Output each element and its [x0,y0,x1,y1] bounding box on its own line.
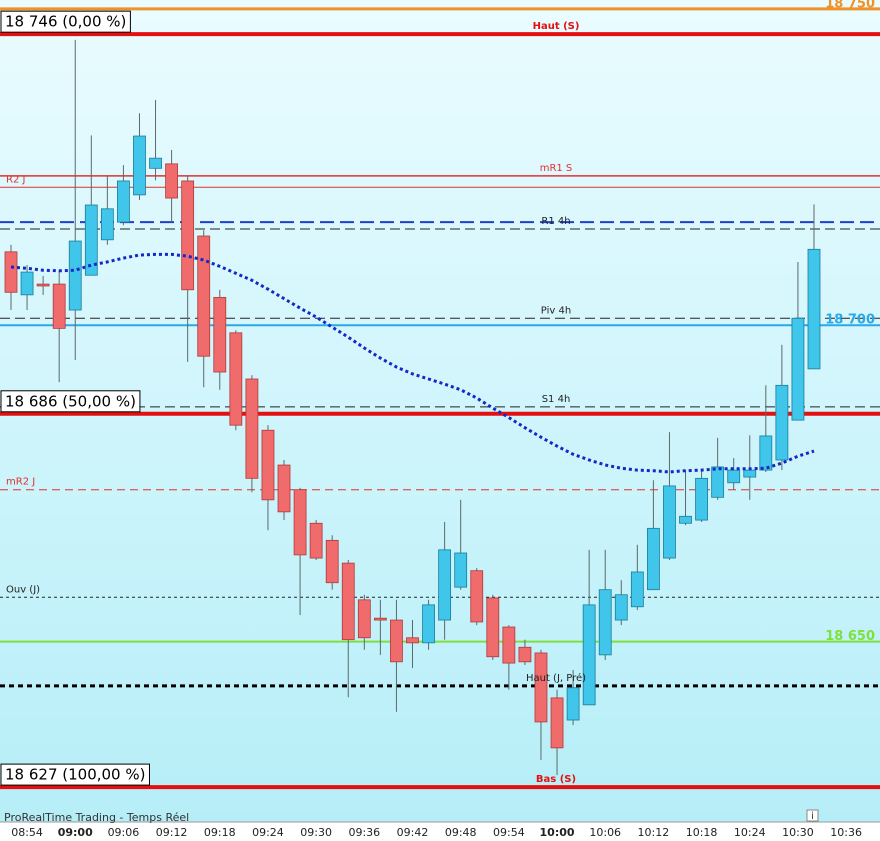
candle-body [325,539,339,584]
candle-body [36,283,50,287]
candle-body [550,697,564,749]
candle-body [454,552,468,588]
candle-body [534,652,548,723]
level-label: mR1 S [540,163,573,174]
x-tick-label: 09:42 [397,826,429,839]
x-tick-label: 10:06 [589,826,621,839]
candle-body [791,317,805,421]
candle-body [4,251,18,293]
candle-body [357,599,371,639]
candle-body [406,637,419,644]
candle-body [727,469,741,484]
candle-body [341,562,355,641]
level-box [0,390,141,413]
level-label: Bas (S) [536,774,576,785]
price-label: 18 650 [825,629,875,644]
candle-body [582,604,596,706]
candle-body [197,235,211,357]
x-tick-label: 10:12 [638,826,670,839]
level-box-label: 18 627 (100,00 %) [5,766,145,784]
footer-text: ProRealTime Trading - Temps Réel [4,811,189,824]
candle-body [133,135,146,196]
x-tick-label: 10:36 [830,826,862,839]
level-label: S1 4h [542,394,571,405]
candle-body [373,617,387,621]
candle-body [68,240,82,311]
x-tick-label: 09:24 [252,826,284,839]
candles [4,39,821,776]
level-label: Piv 4h [541,305,571,316]
x-tick-label: 09:00 [58,826,93,839]
candle-body [759,435,773,471]
x-tick-label: 09:18 [204,826,236,839]
candle-body [245,378,259,479]
candle-body [630,571,644,608]
candle-body [598,589,612,656]
candle-body [293,489,307,556]
candle-body [100,208,114,241]
x-tick-label: 09:36 [348,826,380,839]
candle-body [663,485,676,559]
x-tick-label: 08:54 [11,826,43,839]
candle-body [614,594,628,621]
candle-body [84,204,98,276]
candle-body [422,604,435,644]
level-label: Haut (S) [533,21,580,32]
moving-average-line [10,252,815,474]
candle-body [52,283,66,329]
candle-body [711,466,725,498]
candle-body [679,515,692,524]
candle-body [213,296,227,373]
level-box-label: 18 686 (50,00 %) [5,392,136,410]
x-tick-label: 10:00 [540,826,575,839]
candle-body [390,619,403,663]
level-box [0,10,131,33]
info-icon[interactable] [806,809,819,822]
candle-body [518,646,532,663]
level-label: R1 4h [541,216,570,227]
candle-body [470,570,484,623]
x-tick-label: 10:30 [782,826,814,839]
candle-body [149,157,162,169]
level-label: Ouv (J) [6,584,40,595]
candle-body [20,271,34,296]
price-label: 18 750 [825,0,875,11]
candle-body [438,549,452,621]
levels [0,7,880,790]
candle-body [117,180,130,223]
x-tick-label: 09:06 [108,826,140,839]
x-axis-strip [0,822,880,841]
info-icon-text: i [811,811,814,822]
x-tick-label: 10:24 [734,826,766,839]
candle-body [277,464,291,513]
candle-body [181,180,195,291]
level-box [0,763,150,786]
candle-body [743,469,757,478]
price-label: 18 700 [825,313,875,328]
candle-body [647,527,660,591]
level-label: mR2 J [6,477,35,488]
level-box-label: 18 746 (0,00 %) [5,13,126,31]
candle-body [695,477,708,521]
level-label: Haut (J, Pré) [526,672,586,684]
x-tick-label: 09:54 [493,826,525,839]
candle-body [165,163,179,199]
candle-body [309,522,323,559]
candle-body [775,384,789,461]
candle-body [486,597,500,658]
candle-body [502,626,516,664]
x-tick-label: 10:18 [686,826,718,839]
candle-body [229,332,243,426]
x-tick-label: 09:30 [300,826,332,839]
x-tick-label: 09:48 [445,826,477,839]
candle-body [807,248,821,370]
candle-body [261,429,275,501]
x-tick-label: 09:12 [156,826,188,839]
level-label: R2 J [6,174,25,185]
candle-body [566,687,580,721]
